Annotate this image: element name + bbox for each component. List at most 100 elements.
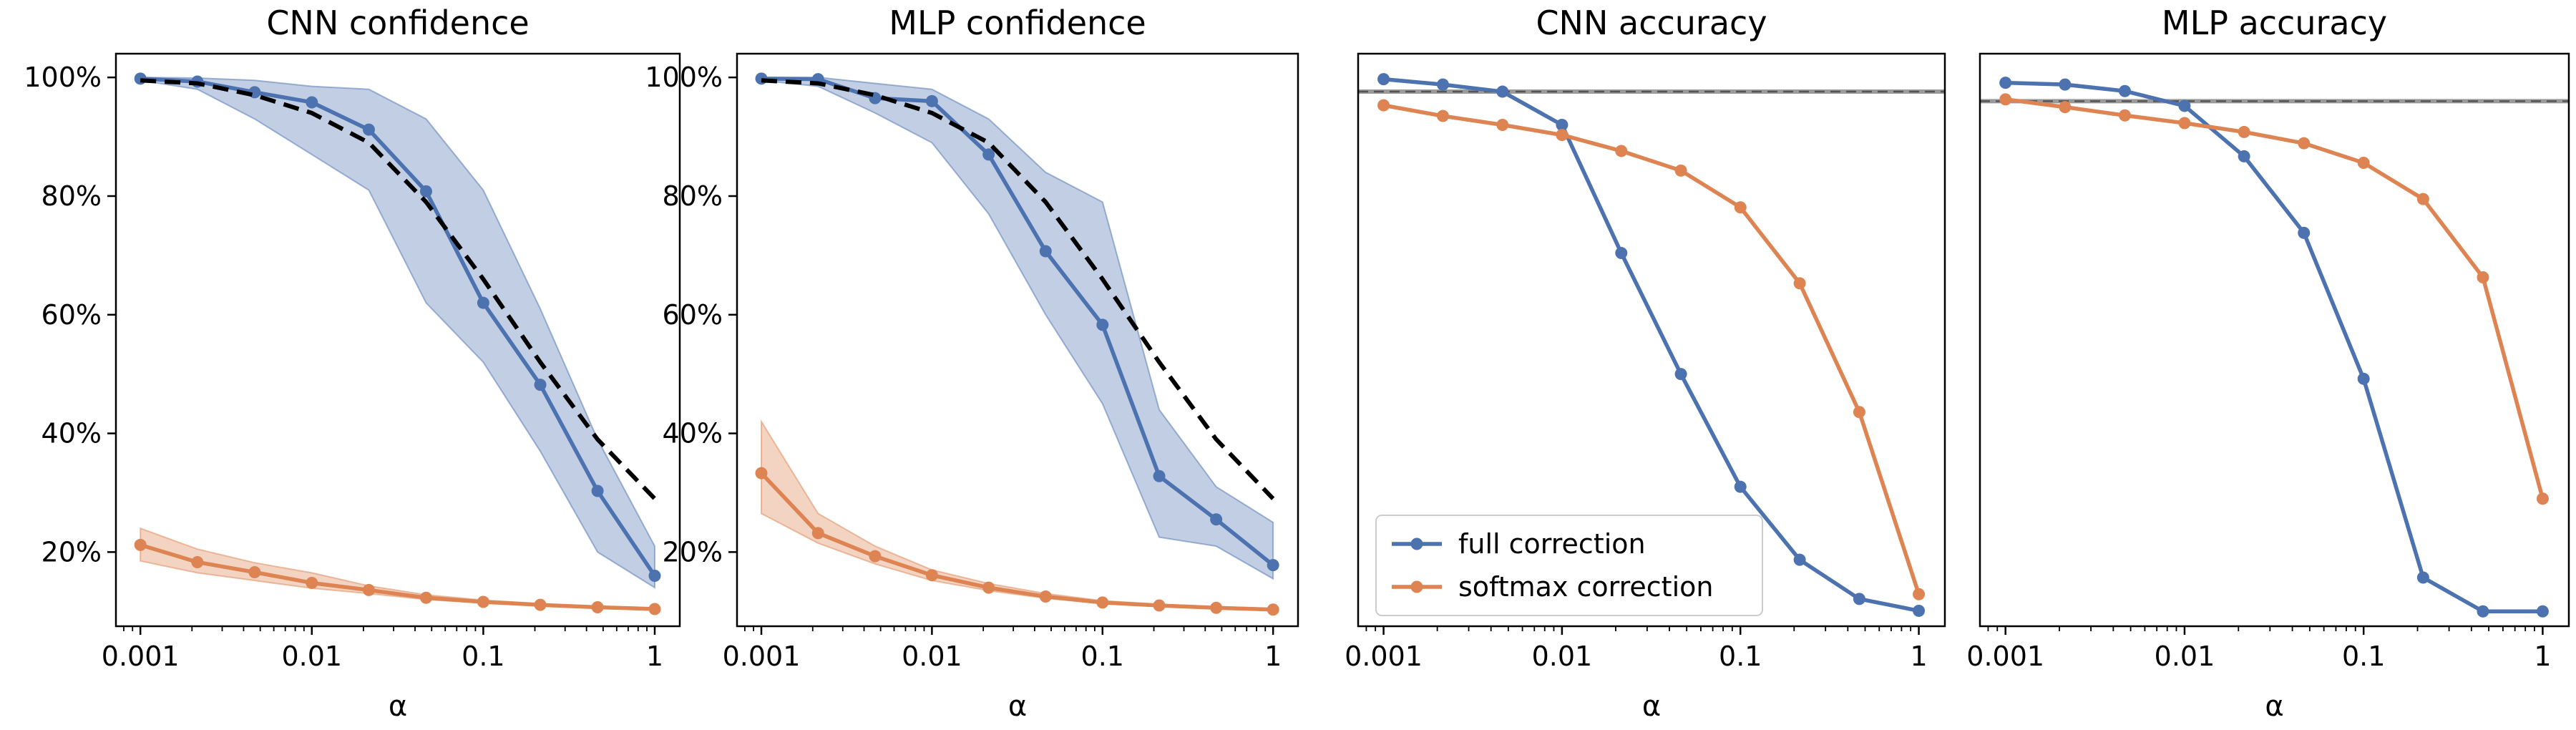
axes-frame — [114, 52, 681, 628]
data-point — [1734, 480, 1747, 493]
panel-1: CNN confidence 0.001 0.01 0.1 1 20% 40% 60% 80% 1… — [24, 4, 681, 723]
data-point — [1853, 593, 1865, 605]
panel-4: MLP accuracy 0.001 0.01 0.1 1 α — [1966, 4, 2570, 723]
panel-3: CNN accuracy 0.001 0.01 0.1 1 α full correctio… — [1345, 4, 1946, 723]
data-point — [1999, 93, 2012, 106]
legend: full correction softmax correction — [1375, 515, 1763, 616]
data-point — [591, 485, 604, 497]
data-point — [925, 94, 938, 107]
data-point — [755, 467, 768, 480]
data-point — [1496, 85, 1509, 98]
x-tick-label: 0.1 — [1081, 641, 1124, 672]
x-tick-label: 1 — [1910, 641, 1927, 672]
x-tick-label: 0.01 — [281, 641, 342, 672]
data-point — [811, 527, 824, 540]
confidence-band — [140, 527, 655, 610]
data-point — [2477, 605, 2489, 618]
data-point — [2416, 571, 2429, 584]
data-point — [2298, 226, 2311, 239]
data-point — [2178, 117, 2191, 130]
data-point — [1615, 145, 1628, 157]
data-point — [1615, 247, 1628, 260]
y-tick-label: 40% — [42, 418, 102, 449]
x-tick-label: 0.001 — [723, 641, 801, 672]
data-point — [648, 603, 661, 615]
data-point — [306, 96, 318, 109]
data-point — [2357, 157, 2370, 170]
series-line — [2005, 80, 2543, 614]
legend-marker — [1410, 537, 1423, 550]
reference-curve — [140, 78, 657, 500]
legend-box — [1375, 515, 1763, 616]
data-point — [1210, 601, 1223, 614]
data-point — [1793, 553, 1806, 566]
data-point — [362, 583, 375, 596]
y-tick-label: 60% — [42, 299, 102, 331]
axes-frame — [1979, 52, 2570, 628]
data-point — [1377, 73, 1390, 86]
x-tick-label: 0.001 — [102, 641, 180, 672]
data-point — [1556, 118, 1568, 131]
data-point — [2118, 109, 2131, 122]
data-point — [362, 123, 375, 136]
data-point — [591, 600, 604, 613]
data-point — [982, 581, 995, 594]
axes-frame — [736, 52, 1299, 628]
axes-frame — [1357, 52, 1946, 628]
y-tick-label: 80% — [42, 180, 102, 212]
data-point — [1377, 99, 1390, 112]
data-point — [1674, 164, 1687, 177]
data-point — [306, 576, 318, 589]
x-tick-label: 0.1 — [2342, 641, 2385, 672]
x-axis-label: α — [2265, 690, 2283, 723]
data-point — [419, 185, 432, 198]
data-point — [2416, 193, 2429, 205]
y-tick-label: 60% — [663, 299, 723, 331]
data-point — [477, 296, 489, 309]
x-tick-label: 0.001 — [1966, 641, 2044, 672]
data-point — [477, 595, 489, 608]
x-tick-label: 0.01 — [902, 641, 962, 672]
x-tick-label: 1 — [646, 641, 663, 672]
x-tick-label: 1 — [2534, 641, 2551, 672]
series-line — [140, 542, 655, 611]
data-point — [925, 569, 938, 582]
data-point — [2536, 492, 2549, 505]
data-point — [1153, 469, 1166, 482]
data-point — [2298, 137, 2311, 150]
series-line — [760, 472, 1274, 612]
data-point — [1096, 318, 1109, 331]
x-axis-label: α — [389, 690, 407, 723]
data-point — [534, 598, 547, 611]
data-point — [982, 148, 995, 161]
data-point — [1436, 110, 1449, 122]
data-point — [1496, 118, 1509, 131]
data-point — [1267, 559, 1279, 572]
x-axis-label: α — [1008, 690, 1027, 723]
y-tick-label: 100% — [24, 62, 102, 93]
data-point — [419, 591, 432, 604]
data-point — [534, 379, 547, 391]
x-tick-label: 0.01 — [2155, 641, 2215, 672]
x-tick-label: 0.001 — [1345, 641, 1423, 672]
series-line — [1383, 103, 1921, 595]
data-point — [648, 570, 661, 583]
data-point — [2357, 372, 2370, 385]
panel-title: CNN accuracy — [1536, 4, 1767, 42]
legend-label: full correction — [1458, 528, 1646, 560]
data-point — [1734, 201, 1747, 214]
panel-title: MLP accuracy — [2162, 4, 2387, 42]
data-point — [2238, 150, 2250, 162]
series-line — [140, 77, 657, 578]
panel-2: MLP confidence 0.001 0.01 0.1 1 20% 40% 60% 80% 1… — [645, 4, 1299, 723]
x-tick-label: 1 — [1264, 641, 1282, 672]
data-point — [1153, 599, 1166, 612]
y-tick-label: 20% — [663, 536, 723, 568]
data-point — [1096, 596, 1109, 609]
reference-curve — [761, 78, 1275, 500]
y-tick-label: 40% — [663, 418, 723, 449]
data-point — [2536, 605, 2549, 618]
data-point — [2238, 125, 2250, 138]
data-point — [1267, 603, 1279, 616]
x-tick-label: 0.01 — [1532, 641, 1593, 672]
